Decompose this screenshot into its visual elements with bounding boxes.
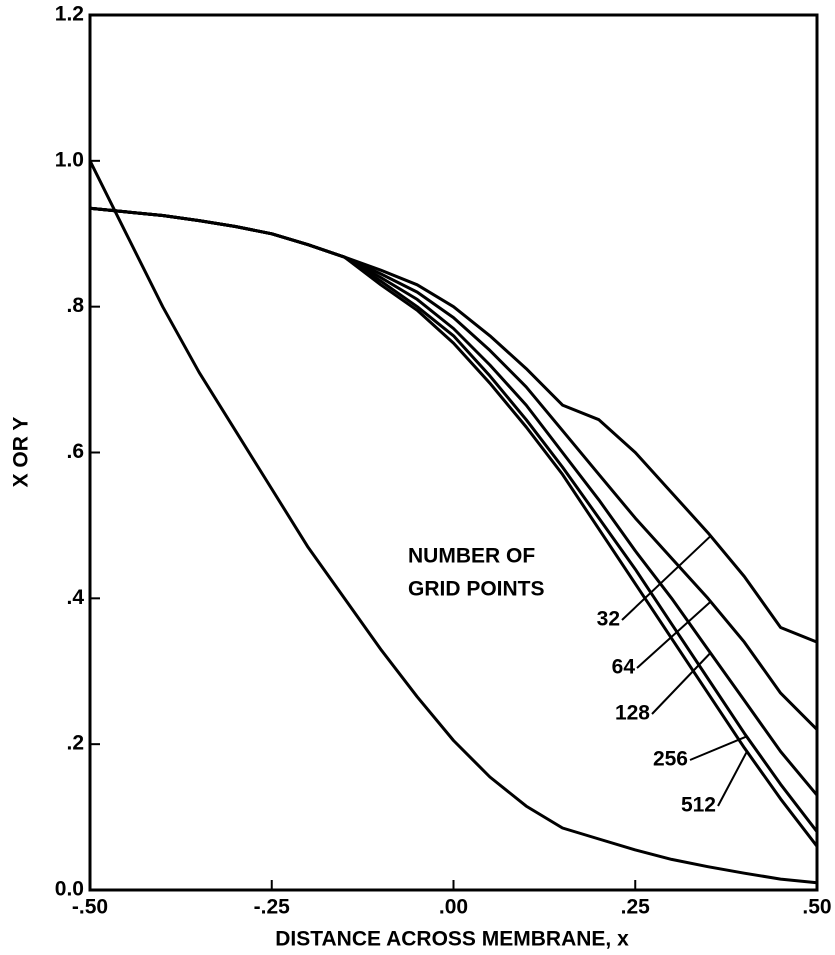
x-tick-label: -.25	[254, 896, 291, 919]
annotation: NUMBER OF	[408, 545, 535, 568]
y-tick-label: 1.2	[55, 3, 84, 26]
y-tick-label: .8	[66, 294, 84, 317]
y-tick-label: .4	[66, 586, 84, 609]
x-axis-label: DISTANCE ACROSS MEMBRANE, x	[275, 928, 629, 951]
y-tick-label: .2	[66, 732, 84, 755]
leader-line	[621, 534, 712, 621]
series-line	[88, 160, 818, 885]
y-tick-label: 0.0	[55, 878, 84, 901]
series-line	[89, 206, 819, 848]
y-tick-label: 1.0	[55, 148, 84, 171]
series-line	[89, 206, 819, 797]
leader-line	[651, 651, 712, 715]
x-tick-label: .00	[439, 896, 468, 919]
series-label: 128	[615, 702, 650, 725]
y-tick-label: .6	[66, 440, 84, 463]
leader-line	[717, 750, 749, 807]
annotation: GRID POINTS	[408, 578, 545, 601]
series-label: 256	[653, 748, 688, 771]
series-label: 32	[597, 608, 620, 631]
series-label: 512	[681, 794, 716, 817]
plot-frame	[88, 13, 819, 892]
x-tick-label: .25	[621, 896, 651, 919]
series-label: 64	[612, 656, 636, 679]
leader-line	[636, 600, 712, 669]
x-tick-label: -.50	[72, 896, 108, 919]
y-axis-label: X OR Y	[10, 417, 33, 488]
x-tick-label: .50	[802, 896, 831, 919]
